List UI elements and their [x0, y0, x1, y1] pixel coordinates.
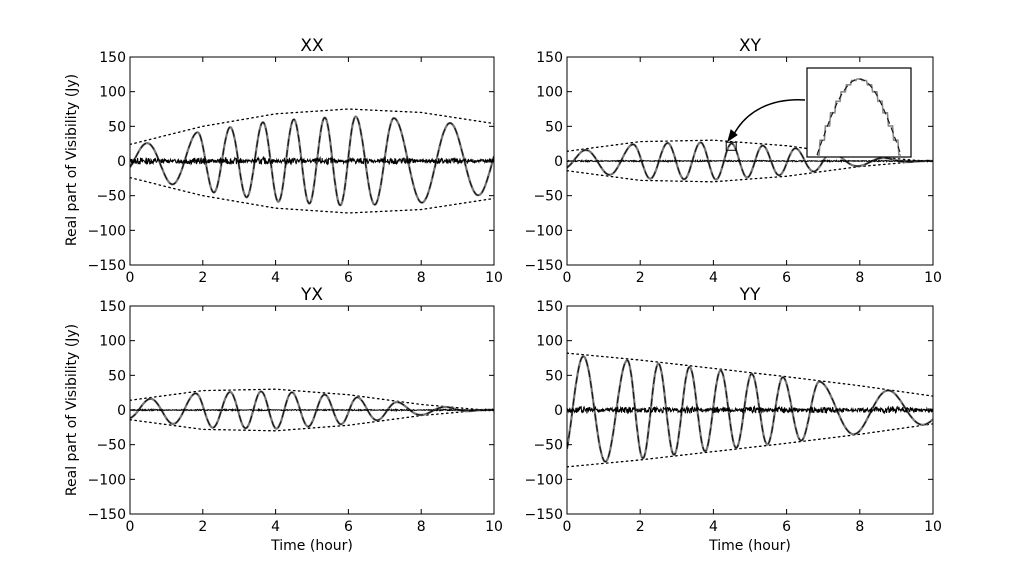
y-tick-label: −50	[533, 438, 563, 454]
zoom-arrow	[732, 99, 806, 137]
x-tick-label: 2	[636, 270, 645, 286]
y-tick-label: 50	[108, 368, 126, 384]
envelope-upper	[130, 388, 494, 411]
y-tick-label: −150	[88, 258, 126, 274]
y-tick-label: 100	[536, 85, 563, 101]
x-tick-label: 10	[485, 519, 503, 535]
model-series	[567, 141, 933, 181]
x-tick-label: 4	[271, 270, 280, 286]
y-tick-label: 0	[117, 403, 126, 419]
x-tick-label: 8	[417, 519, 426, 535]
y-tick-label: −150	[525, 258, 563, 274]
y-tick-label: 100	[536, 334, 563, 350]
plot-area	[567, 139, 933, 183]
x-tick-label: 10	[924, 519, 942, 535]
envelope-upper	[130, 108, 494, 146]
y-tick-label: 50	[545, 119, 563, 135]
x-tick-label: 2	[636, 519, 645, 535]
x-tick-label: 8	[417, 270, 426, 286]
x-tick-label: 0	[126, 270, 135, 286]
x-tick-label: 6	[344, 270, 353, 286]
inset-axes	[806, 67, 912, 158]
envelope-lower	[567, 160, 933, 183]
panel-title: YY	[739, 285, 761, 305]
x-tick-label: 6	[782, 270, 791, 286]
envelope-lower	[130, 409, 494, 432]
envelope-lower	[567, 423, 933, 468]
y-tick-label: −100	[88, 472, 126, 488]
y-tick-label: 150	[536, 50, 563, 66]
x-tick-label: 10	[485, 270, 503, 286]
x-tick-label: 4	[271, 519, 280, 535]
residual-series	[567, 404, 933, 415]
y-tick-label: −150	[88, 507, 126, 523]
y-tick-label: 150	[536, 299, 563, 315]
plot-area	[567, 352, 933, 468]
y-tick-label: 0	[554, 154, 563, 170]
y-tick-label: −50	[96, 438, 126, 454]
ylabel-top: Real part of Visibility (Jy)	[64, 74, 80, 246]
x-tick-label: 0	[126, 519, 135, 535]
x-tick-label: 6	[782, 519, 791, 535]
residual-series	[130, 407, 494, 413]
xlabel-left: Time (hour)	[270, 538, 353, 554]
y-tick-label: −100	[88, 223, 126, 239]
panel-xx: 0 2 4 6 8 10 150 100 50 0 −50 −100 −150 XX	[88, 36, 503, 286]
x-tick-label: 8	[855, 270, 864, 286]
y-tick-label: −50	[96, 189, 126, 205]
zoom-region-box	[725, 141, 737, 151]
y-tick-label: −100	[525, 472, 563, 488]
panel-yx: 0 2 4 6 8 10 150 100 50 0 −50 −100 −150 YX	[88, 285, 503, 535]
y-tick-label: 150	[99, 50, 126, 66]
model-series	[130, 390, 494, 430]
x-tick-label: 0	[563, 270, 572, 286]
y-tick-label: 100	[99, 334, 126, 350]
x-tick-label: 4	[709, 270, 718, 286]
inset-visibility-series	[817, 78, 901, 156]
panel-title: XY	[739, 36, 762, 56]
y-tick-label: −150	[525, 507, 563, 523]
y-tick-label: −50	[533, 189, 563, 205]
x-tick-label: 6	[344, 519, 353, 535]
envelope-upper	[567, 139, 933, 162]
y-tick-label: 150	[99, 299, 126, 315]
zoom-arrow-head	[727, 129, 738, 143]
plot-area	[130, 388, 494, 432]
x-tick-label: 2	[198, 270, 207, 286]
x-tick-label: 2	[198, 519, 207, 535]
residual-series	[567, 158, 933, 164]
envelope-lower	[130, 176, 494, 214]
model-series	[567, 355, 933, 463]
x-tick-label: 10	[924, 270, 942, 286]
x-tick-label: 8	[855, 519, 864, 535]
x-tick-label: 0	[563, 519, 572, 535]
y-tick-label: 50	[108, 119, 126, 135]
residual-series	[130, 155, 494, 166]
envelope-upper	[567, 352, 933, 397]
x-tick-label: 4	[709, 519, 718, 535]
plot-area	[130, 108, 494, 214]
panel-title: XX	[300, 36, 324, 56]
y-tick-label: 100	[99, 85, 126, 101]
y-tick-label: 0	[554, 403, 563, 419]
model-series	[130, 116, 494, 206]
xlabel-right: Time (hour)	[708, 538, 791, 554]
panel-xy: 0 2 4 6 8 10 150 100 50 0 −50 −100 −150 XY	[525, 36, 942, 286]
y-tick-label: 0	[117, 154, 126, 170]
panel-title: YX	[300, 285, 323, 305]
y-tick-label: −100	[525, 223, 563, 239]
y-tick-label: 50	[545, 368, 563, 384]
inset-model-series	[816, 78, 902, 156]
panel-yy: 0 2 4 6 8 10 150 100 50 0 −50 −100 −150 YY	[525, 285, 942, 535]
ylabel-bottom: Real part of Visibility (Jy)	[64, 324, 80, 496]
